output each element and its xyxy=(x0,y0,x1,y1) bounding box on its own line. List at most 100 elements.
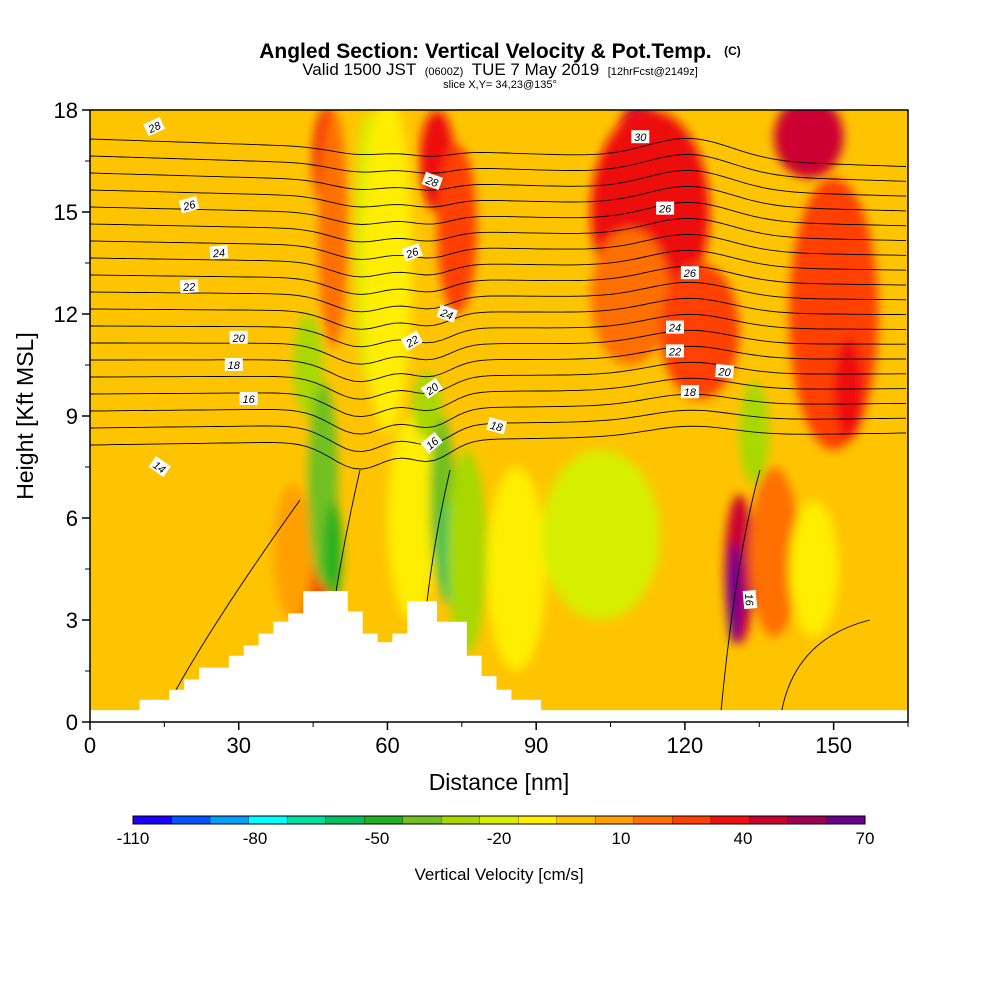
svg-text:24: 24 xyxy=(438,307,455,323)
velocity-cell-25 xyxy=(739,382,770,484)
title-suffix: (C) xyxy=(724,44,741,58)
theta-contour-3 xyxy=(90,377,907,418)
colorbar-swatch-7 xyxy=(402,815,442,825)
contour-label-18: 24 xyxy=(666,320,684,335)
colorbar-swatch-12 xyxy=(595,815,635,825)
velocity-cell-22 xyxy=(774,110,844,178)
contour-label-10: 24 xyxy=(436,304,458,323)
x-tick-label-0: 0 xyxy=(84,733,96,758)
contour-label-8: 28 xyxy=(421,171,443,190)
theta-contour-9 xyxy=(90,281,907,313)
velocity-cell-29 xyxy=(789,501,839,637)
svg-text:16: 16 xyxy=(742,593,755,607)
contour-label-20: 20 xyxy=(715,364,735,379)
contour-label-16: 26 xyxy=(656,201,675,216)
velocity-cell-28 xyxy=(749,467,799,637)
contour-label-6: 16 xyxy=(239,392,258,406)
contour-label-22: 16 xyxy=(742,590,758,610)
x-tick-label-3: 90 xyxy=(524,733,548,758)
svg-text:28: 28 xyxy=(423,174,440,190)
y-axis-label: Height [Kft MSL] xyxy=(12,332,38,499)
theta-contour-11 xyxy=(90,249,907,278)
terrain-mask xyxy=(90,591,908,722)
slice-label: slice X,Y= 34,23@135° xyxy=(443,79,557,91)
theta-contour-7 xyxy=(90,313,906,348)
contour-label-3: 22 xyxy=(179,279,199,294)
contour-label-2: 24 xyxy=(209,245,229,260)
contour-label-0: 28 xyxy=(143,116,166,137)
x-axis-label: Distance [nm] xyxy=(429,769,570,795)
colorbar: -110 -80 -50 -20 10 40 70 xyxy=(117,815,875,848)
colorbar-swatch-14 xyxy=(672,815,712,825)
chart-title: Angled Section: Vertical Velocity & Pot.… xyxy=(259,40,741,63)
svg-text:22: 22 xyxy=(182,281,196,294)
theta-contour-10 xyxy=(90,265,907,295)
velocity-cell-17 xyxy=(541,450,661,620)
colorbar-swatch-18 xyxy=(826,815,866,825)
svg-text:26: 26 xyxy=(181,199,198,214)
contour-label-9: 26 xyxy=(401,243,423,262)
x-tick-label-5: 150 xyxy=(815,733,852,758)
colorbar-frame xyxy=(132,815,866,825)
contour-label-7: 14 xyxy=(148,456,171,478)
svg-text:30: 30 xyxy=(634,132,647,144)
colorbar-swatch-6 xyxy=(364,815,404,825)
contour-label-17: 26 xyxy=(680,266,699,280)
theta-contour-12 xyxy=(90,233,907,260)
contour-label-4: 20 xyxy=(229,330,248,345)
colorbar-swatch-17 xyxy=(787,815,827,825)
theta-contour-6 xyxy=(90,329,906,365)
contour-label-1: 26 xyxy=(178,196,200,214)
colorbar-label-3: -20 xyxy=(487,829,512,848)
axes: 0 30 60 90 120 150 0 3 6 9 12 15 18 xyxy=(54,98,909,758)
svg-text:24: 24 xyxy=(211,247,225,260)
low-contour-4 xyxy=(779,619,871,722)
svg-text:26: 26 xyxy=(658,204,672,216)
velocity-cell-9 xyxy=(387,416,438,620)
velocity-cell-20 xyxy=(590,229,671,365)
x-tick-label-2: 60 xyxy=(375,733,399,758)
y-tick-label-4: 12 xyxy=(54,302,78,327)
y-tick-label-1: 3 xyxy=(66,608,78,633)
svg-text:18: 18 xyxy=(684,387,697,399)
theta-contour-13 xyxy=(90,217,907,243)
colorbar-label-4: 10 xyxy=(612,829,631,848)
theta-contour-layer xyxy=(90,137,907,722)
theta-contour-4 xyxy=(90,361,906,400)
y-tick-label-2: 6 xyxy=(66,506,78,531)
colorbar-label-1: -80 xyxy=(243,829,268,848)
colorbar-swatch-16 xyxy=(749,815,789,825)
contour-label-21: 18 xyxy=(680,385,699,399)
theta-contour-15 xyxy=(90,185,907,212)
chart-subtitle: Valid 1500 JST (0600Z) TUE 7 May 2019 [1… xyxy=(302,60,698,79)
x-tick-label-1: 30 xyxy=(226,733,250,758)
svg-text:24: 24 xyxy=(668,323,681,335)
colorbar-swatch-4 xyxy=(286,815,327,825)
x-tick-label-4: 120 xyxy=(667,733,704,758)
plot-area: 28 26 24 22 20 18 16 14 28 26 24 22 20 16 18 30 26 26 24 22… xyxy=(90,110,908,722)
colorbar-swatch-8 xyxy=(441,815,481,825)
svg-text:16: 16 xyxy=(242,394,255,406)
contour-label-11: 22 xyxy=(400,330,423,351)
y-tick-label-3: 9 xyxy=(66,404,78,429)
theta-contour-0 xyxy=(90,425,907,470)
velocity-cell-15 xyxy=(446,450,487,654)
svg-text:18: 18 xyxy=(489,420,505,435)
colorbar-title: Vertical Velocity [cm/s] xyxy=(414,865,583,884)
svg-text:28: 28 xyxy=(146,120,164,137)
theta-contour-16 xyxy=(90,169,907,197)
colorbar-swatch-5 xyxy=(325,815,365,825)
low-contour-3 xyxy=(719,469,761,722)
colorbar-swatch-13 xyxy=(633,815,673,825)
svg-text:22: 22 xyxy=(404,334,421,351)
theta-contour-14 xyxy=(90,201,907,227)
colorbar-label-6: 70 xyxy=(856,829,875,848)
colorbar-label-0: -110 xyxy=(117,829,150,848)
contour-label-14: 18 xyxy=(486,417,508,435)
svg-text:18: 18 xyxy=(228,360,241,372)
velocity-cell-3 xyxy=(273,484,314,620)
colorbar-swatch-10 xyxy=(518,815,558,825)
colorbar-label-2: -50 xyxy=(365,829,390,848)
contour-label-5: 18 xyxy=(224,358,243,372)
